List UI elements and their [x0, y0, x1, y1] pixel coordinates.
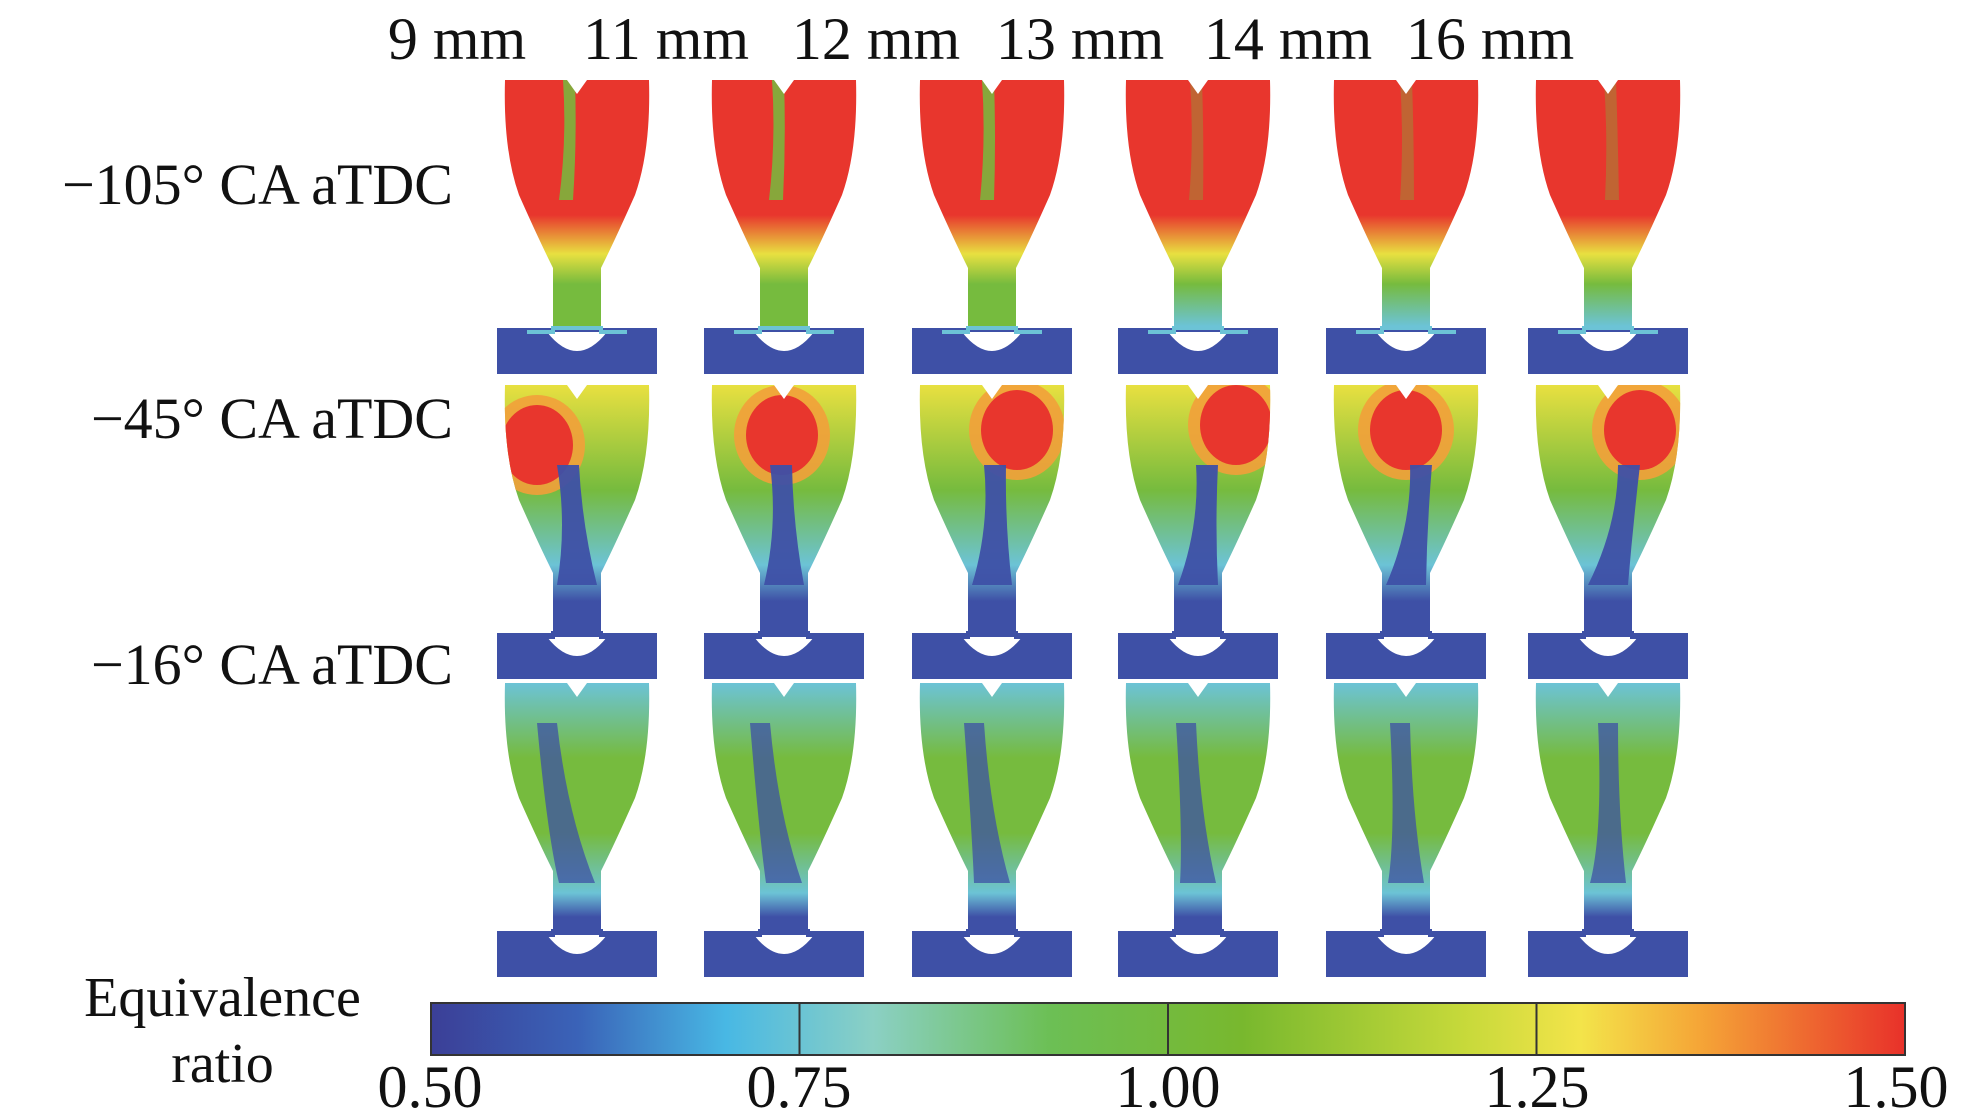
colorbar-title-line1: Equivalence: [84, 967, 361, 1029]
column-label-11mm: 11 mm: [582, 6, 750, 72]
contour-panel-r3-c5: [1326, 683, 1486, 983]
contour-panel-r3-c3: [912, 683, 1072, 983]
column-label-14mm: 14 mm: [1203, 6, 1373, 72]
row-label-minus45: −45° CA aTDC: [90, 386, 453, 451]
colorbar-tick-label: 0.75: [746, 1054, 852, 1120]
contour-panel-r2-c6: [1528, 385, 1688, 685]
contour-panel-r2-c2: [704, 385, 864, 685]
contour-panel-r3-c4: [1118, 683, 1278, 983]
row-label-minus16: −16° CA aTDC: [90, 632, 453, 697]
colorbar-tick-label: 1.50: [1843, 1054, 1949, 1120]
colorbar: [430, 1002, 1906, 1056]
colorbar-tick-label: 1.25: [1484, 1054, 1590, 1120]
contour-panel-r2-c3: [912, 385, 1072, 685]
contour-panel-r3-c6: [1528, 683, 1688, 983]
contour-panel-r1-c4: [1118, 80, 1278, 380]
column-label-9mm: 9 mm: [387, 6, 527, 72]
contour-panel-r1-c2: [704, 80, 864, 380]
contour-panel-r1-c1: [497, 80, 657, 380]
contour-panel-r1-c5: [1326, 80, 1486, 380]
contour-panel-r2-c1: [497, 385, 657, 685]
contour-panel-r2-c4: [1118, 385, 1278, 685]
contour-panel-r3-c1: [497, 683, 657, 983]
colorbar-title: Equivalence ratio: [50, 965, 395, 1097]
column-label-16mm: 16 mm: [1405, 6, 1575, 72]
contour-panel-r2-c5: [1326, 385, 1486, 685]
colorbar-tick-label: 0.50: [377, 1054, 483, 1120]
row-label-minus105: −105° CA aTDC: [61, 152, 453, 217]
column-label-12mm: 12 mm: [791, 6, 961, 72]
contour-panel-r1-c3: [912, 80, 1072, 380]
contour-panel-r3-c2: [704, 683, 864, 983]
colorbar-tick-label: 1.00: [1115, 1054, 1221, 1120]
colorbar-title-line2: ratio: [171, 1033, 274, 1095]
column-label-13mm: 13 mm: [995, 6, 1165, 72]
contour-panel-r1-c6: [1528, 80, 1688, 380]
